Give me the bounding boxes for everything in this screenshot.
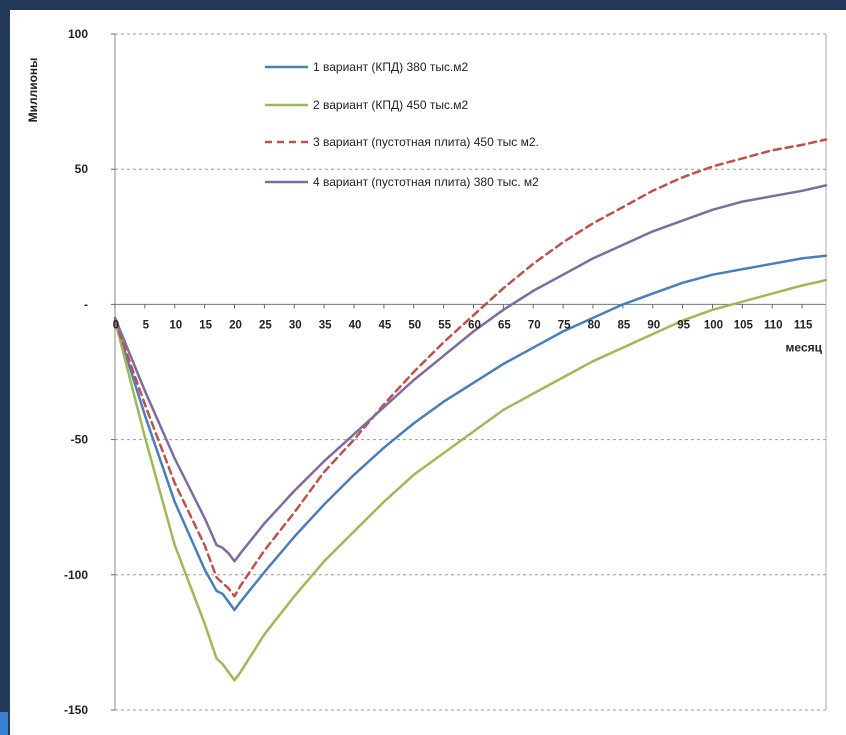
x-axis-title: месяц xyxy=(786,340,823,354)
series-line-2 xyxy=(113,278,828,682)
left-accent-bar xyxy=(0,712,8,735)
axes xyxy=(111,33,827,711)
series-line-4 xyxy=(113,184,828,563)
legend-label-3: 3 вариант (пустотная плита) 450 тыс м2. xyxy=(313,135,539,149)
x-tick-label: 5 xyxy=(143,319,150,331)
y-tick-label: -50 xyxy=(71,433,89,447)
top-frame-bar xyxy=(0,0,846,10)
x-tick-label: 35 xyxy=(319,319,332,331)
x-tick-label: 90 xyxy=(647,319,660,331)
x-tick-label: 15 xyxy=(199,319,212,331)
x-tick-label: 60 xyxy=(468,319,481,331)
x-tick-label: 95 xyxy=(677,319,690,331)
x-tick-label: 100 xyxy=(704,319,723,331)
legend: 1 вариант (КПД) 380 тыс.м2 2 вариант (КПД… xyxy=(265,60,539,189)
x-tick-label: 55 xyxy=(438,319,451,331)
x-tick-label: 75 xyxy=(558,319,571,331)
legend-label-2: 2 вариант (КПД) 450 тыс.м2 xyxy=(313,98,469,112)
y-tick-label: -100 xyxy=(64,568,88,582)
line-chart: 1 вариант (КПД) 380 тыс.м2 2 вариант (КПД… xyxy=(26,27,828,717)
chart-panel: 1 вариант (КПД) 380 тыс.м2 2 вариант (КПД… xyxy=(10,10,846,735)
y-tick-label: 50 xyxy=(75,162,89,176)
axis-labels: 100 50 - -50 -100 -150 0 5 10 15 20 25 30 35 40 45 50 55 6… xyxy=(26,27,823,717)
x-tick-label: 45 xyxy=(378,319,391,331)
x-tick-label: 115 xyxy=(794,319,813,331)
x-tick-label: 0 xyxy=(113,319,119,331)
x-tick-label: 30 xyxy=(289,319,302,331)
left-frame-bar xyxy=(0,0,10,735)
x-tick-label: 80 xyxy=(588,319,601,331)
x-tick-label: 105 xyxy=(734,319,754,331)
x-tick-label: 20 xyxy=(229,319,242,331)
legend-label-4: 4 вариант (пустотная плита) 380 тыс. м2 xyxy=(313,175,539,189)
x-tick-label: 85 xyxy=(617,319,630,331)
legend-label-1: 1 вариант (КПД) 380 тыс.м2 xyxy=(313,60,469,74)
series-line-1 xyxy=(113,254,828,612)
x-tick-label: 50 xyxy=(408,319,421,331)
series-line-3 xyxy=(113,138,828,598)
y-tick-label: -150 xyxy=(64,703,88,717)
y-axis-title: Миллионы xyxy=(26,58,40,123)
x-tick-label: 110 xyxy=(764,319,783,331)
x-tick-label: 25 xyxy=(259,319,272,331)
series-lines xyxy=(113,138,828,682)
x-tick-label: 10 xyxy=(169,319,182,331)
y-tick-label: - xyxy=(84,297,88,311)
gridlines xyxy=(115,33,826,711)
x-tick-label: 40 xyxy=(349,319,362,331)
y-tick-label: 100 xyxy=(68,27,88,41)
x-tick-label: 70 xyxy=(528,319,541,331)
x-tick-label: 65 xyxy=(498,319,511,331)
